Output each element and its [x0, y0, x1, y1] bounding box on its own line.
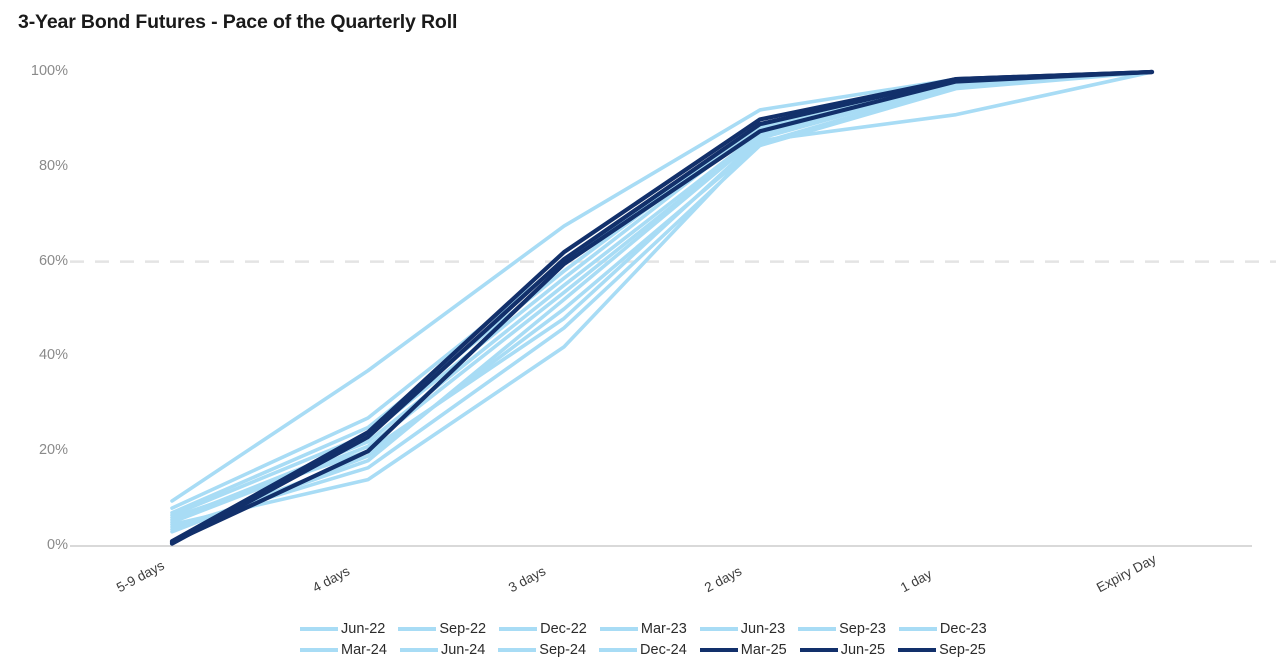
legend-label-mar-23: Mar-23 [640, 620, 687, 637]
legend-item-dec-24[interactable]: Dec-24 [599, 642, 700, 658]
legend-label-mar-24: Mar-24 [341, 641, 387, 658]
chart-title: 3-Year Bond Futures - Pace of the Quarte… [18, 11, 458, 33]
legend-item-jun-22[interactable]: Jun-22 [300, 621, 398, 637]
series-lines-group [169, 69, 1155, 546]
legend-label-sep-25: Sep-25 [939, 641, 986, 658]
legend-item-dec-23[interactable]: Dec-23 [898, 620, 1000, 637]
series-line-jun-25 [169, 69, 1155, 545]
legend-swatch-sep-22 [398, 626, 437, 631]
legend-swatch-sep-25 [898, 647, 937, 652]
legend-swatch-dec-24 [599, 647, 638, 652]
legend-label-jun-25: Jun-25 [840, 641, 886, 658]
y-tick-label-60pct: 60% [38, 252, 68, 269]
legend-label-dec-23: Dec-23 [939, 620, 987, 637]
y-tick-label-80pct: 80% [38, 157, 68, 174]
legend-item-dec-22[interactable]: Dec-22 [499, 621, 600, 637]
legend-swatch-mar-24 [300, 647, 338, 652]
legend-swatch-jun-25 [799, 647, 838, 652]
legend-label-sep-24: Sep-24 [539, 641, 587, 658]
series-line-mar-24 [170, 70, 1154, 529]
y-tick-label-0pct: 0% [47, 537, 68, 553]
legend-label-sep-23: Sep-23 [839, 620, 886, 637]
legend-swatch-jun-22 [300, 626, 338, 631]
legend-swatch-mar-25 [699, 647, 738, 652]
legend-swatch-dec-22 [499, 626, 538, 631]
legend-label-dec-22: Dec-22 [540, 620, 587, 637]
legend-swatch-dec-23 [898, 626, 937, 631]
legend-swatch-sep-24 [498, 647, 537, 652]
legend-item-mar-24[interactable]: Mar-24 [300, 642, 400, 658]
y-tick-label-20pct: 20% [38, 442, 68, 459]
legend-item-sep-24[interactable]: Sep-24 [498, 642, 599, 658]
legend-item-sep-23[interactable]: Sep-23 [798, 621, 899, 637]
legend-label-mar-25: Mar-25 [740, 641, 787, 658]
legend-label-jun-22: Jun-22 [341, 620, 386, 637]
legend-item-jun-25[interactable]: Jun-25 [799, 641, 898, 658]
series-line-sep-23 [170, 70, 1154, 522]
y-tick-label-40pct: 40% [38, 347, 68, 364]
series-line-dec-23 [170, 70, 1154, 515]
legend-label-dec-24: Dec-24 [640, 641, 687, 658]
legend-swatch-jun-24 [399, 647, 438, 652]
legend-row-2: Mar-24 Jun-24 Sep-24 Dec-24 Mar-25 Jun-25 Sep-… [300, 639, 1030, 660]
series-line-jun-22 [170, 70, 1154, 503]
legend-item-sep-22[interactable]: Sep-22 [398, 621, 499, 637]
series-line-sep-22 [170, 70, 1154, 527]
series-line-mar-25 [169, 69, 1155, 544]
series-line-sep-25 [169, 69, 1155, 546]
legend-label-jun-24: Jun-24 [440, 641, 486, 658]
legend-label-sep-22: Sep-22 [439, 620, 487, 637]
legend-swatch-jun-23 [699, 626, 738, 631]
legend-item-jun-23[interactable]: Jun-23 [699, 620, 798, 637]
y-tick-label-100pct: 100% [30, 63, 68, 79]
legend-item-jun-24[interactable]: Jun-24 [399, 641, 498, 658]
legend-swatch-sep-23 [798, 626, 837, 631]
series-line-mar-23 [170, 70, 1154, 510]
legend-item-sep-25[interactable]: Sep-25 [898, 642, 999, 658]
chart-legend: Jun-22 Sep-22 Dec-22 Mar-23 Jun-23 Sep-23 Dec-… [300, 618, 1030, 660]
legend-item-mar-25[interactable]: Mar-25 [699, 641, 800, 658]
legend-swatch-mar-23 [599, 626, 638, 631]
legend-label-jun-23: Jun-23 [740, 620, 786, 637]
legend-row-1: Jun-22 Sep-22 Dec-22 Mar-23 Jun-23 Sep-23 Dec-… [300, 618, 1030, 639]
legend-item-mar-23[interactable]: Mar-23 [599, 620, 700, 637]
